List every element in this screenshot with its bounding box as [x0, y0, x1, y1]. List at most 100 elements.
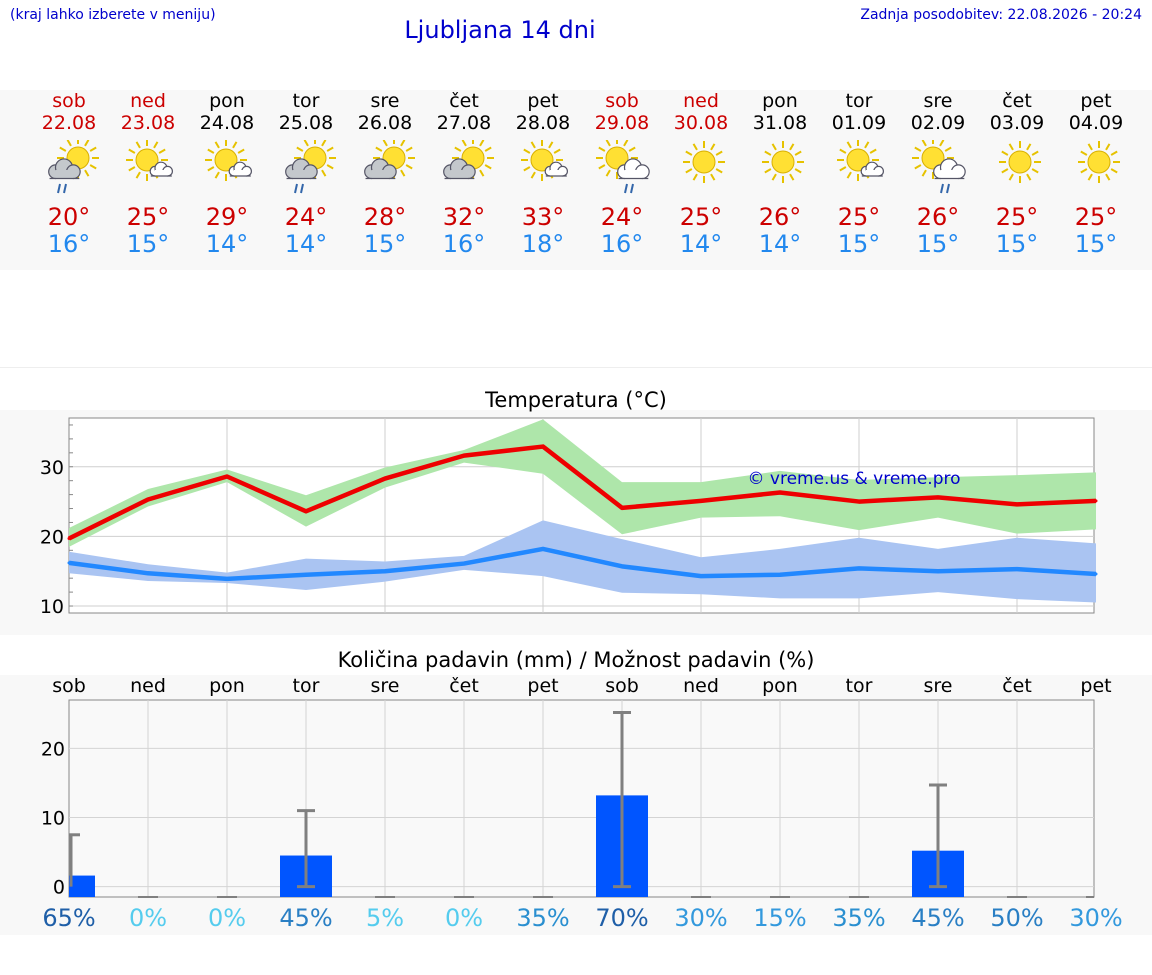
- min-temperature-point: [225, 577, 229, 581]
- day-column: tor 01.09 25° 15°: [820, 90, 898, 258]
- precip-day-label: sre: [924, 675, 953, 697]
- day-name: pet: [1080, 90, 1112, 112]
- max-temperature: 24°: [284, 203, 328, 231]
- precipitation-chance: 0%: [445, 904, 483, 932]
- day-column: čet 27.08 32° 16°: [425, 90, 503, 258]
- min-temperature-point: [1094, 572, 1098, 576]
- day-column: čet 03.09 25° 15°: [978, 90, 1056, 258]
- precipitation-chart-title: Količina padavin (mm) / Možnost padavin …: [337, 648, 815, 672]
- precipitation-chance: 45%: [911, 904, 964, 932]
- day-date: 01.09: [831, 112, 887, 134]
- max-temperature: 28°: [363, 203, 407, 231]
- day-column: ned 30.08 25° 14°: [662, 90, 740, 258]
- max-temperature: 25°: [995, 203, 1039, 231]
- precip-day-label: pet: [527, 675, 558, 697]
- sun-cloud-rain-icon: [285, 140, 336, 194]
- max-temperature: 33°: [521, 203, 565, 231]
- max-temperature: 25°: [679, 203, 723, 231]
- day-column: sre 26.08 28° 15°: [346, 90, 424, 258]
- max-temperature-range: [69, 419, 1096, 547]
- watermark: © vreme.us & vreme.pro: [747, 469, 960, 489]
- max-temperature-point: [383, 477, 387, 481]
- precipitation-chance: 0%: [208, 904, 246, 932]
- max-temperature-point: [1015, 502, 1019, 506]
- precip-day-label: tor: [293, 675, 320, 697]
- precip-day-label: pon: [762, 675, 798, 697]
- day-date: 26.08: [357, 112, 413, 134]
- precipitation-chance: 0%: [129, 904, 167, 932]
- precipitation-chance: 70%: [595, 904, 648, 932]
- precipitation-range: [69, 833, 80, 887]
- precipitation-bar: [69, 875, 95, 897]
- precipitation-chance: 30%: [674, 904, 727, 932]
- precip-day-label: čet: [1002, 675, 1032, 697]
- precipitation-chance: 50%: [990, 904, 1043, 932]
- precipitation-chance: 65%: [42, 904, 95, 932]
- sun-small-cloud-icon: [126, 140, 173, 181]
- precip-day-label: ned: [130, 675, 166, 697]
- day-name: ned: [130, 90, 166, 112]
- location-hint: (kraj lahko izberete v meniju): [10, 7, 216, 23]
- sun-icon: [762, 141, 804, 183]
- precip-day-label: tor: [846, 675, 873, 697]
- page-title: Ljubljana 14 dni: [404, 16, 596, 44]
- sun-icon: [1078, 141, 1120, 183]
- max-temperature-point: [462, 454, 466, 458]
- max-temperature-point: [778, 491, 782, 495]
- min-temperature-line: [68, 546, 1097, 582]
- max-temperature-point: [67, 536, 71, 540]
- precipitation-chance: 15%: [753, 904, 806, 932]
- sun-cloud-rain-icon: [48, 140, 99, 194]
- min-temperature: 15°: [363, 230, 407, 258]
- day-name: ned: [683, 90, 719, 112]
- max-temperature-point: [620, 506, 624, 510]
- min-temperature: 14°: [205, 230, 249, 258]
- precip-day-label: pet: [1080, 675, 1111, 697]
- day-column: sre 02.09 26° 15°: [899, 90, 977, 258]
- max-temperature-point: [146, 497, 150, 501]
- day-date: 03.09: [989, 112, 1045, 134]
- day-name: sob: [52, 90, 86, 112]
- day-column: tor 25.08 24° 14°: [267, 90, 345, 258]
- day-date: 31.08: [752, 112, 808, 134]
- max-temperature-point: [304, 509, 308, 513]
- max-temperature-point: [1094, 499, 1098, 503]
- day-name: pon: [762, 90, 798, 112]
- max-temperature: 25°: [837, 203, 881, 231]
- min-temperature: 15°: [916, 230, 960, 258]
- day-date: 28.08: [515, 112, 571, 134]
- sun-small-cloud-icon: [837, 140, 884, 181]
- max-temperature: 26°: [758, 203, 802, 231]
- y-tick-label: 10: [40, 596, 64, 618]
- max-temperature-point: [541, 445, 545, 449]
- day-column: pon 31.08 26° 14°: [741, 90, 819, 258]
- day-column: sob 22.08 20° 16°: [30, 90, 108, 258]
- precipitation-chance: 35%: [516, 904, 569, 932]
- min-temperature: 15°: [837, 230, 881, 258]
- min-temperature: 14°: [679, 230, 723, 258]
- min-temperature: 16°: [47, 230, 91, 258]
- day-date: 25.08: [278, 112, 334, 134]
- day-column: pet 28.08 33° 18°: [504, 90, 582, 258]
- day-date: 02.09: [910, 112, 966, 134]
- precipitation-chance: 5%: [366, 904, 404, 932]
- min-temperature: 15°: [126, 230, 170, 258]
- min-temperature-point: [304, 573, 308, 577]
- max-temperature: 25°: [1074, 203, 1118, 231]
- day-column: pon 24.08 29° 14°: [188, 90, 266, 258]
- max-temperature: 25°: [126, 203, 170, 231]
- min-temperature: 14°: [758, 230, 802, 258]
- day-name: sob: [605, 90, 639, 112]
- sun-cloud-icon: [364, 140, 415, 180]
- min-temperature-point: [541, 547, 545, 551]
- sun-cloud-icon: [443, 140, 494, 180]
- precip-day-label: sob: [605, 675, 639, 697]
- precip-day-label: ned: [683, 675, 719, 697]
- day-date: 23.08: [120, 112, 176, 134]
- max-temperature-point: [936, 495, 940, 499]
- sun-icon: [999, 141, 1041, 183]
- day-name: sre: [923, 90, 953, 112]
- min-temperature: 15°: [1074, 230, 1118, 258]
- spacer-panel: [0, 272, 1152, 368]
- min-temperature: 18°: [521, 230, 565, 258]
